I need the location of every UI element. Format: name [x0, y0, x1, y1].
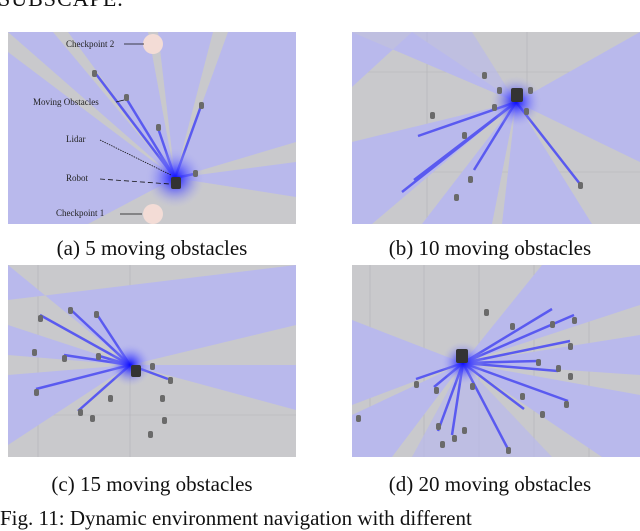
robot-icon	[171, 177, 181, 189]
panel-c-simulation-image	[8, 265, 296, 457]
checkpoint-1-marker	[143, 204, 163, 224]
label-checkpoint-1: Checkpoint 1	[56, 208, 104, 218]
label-lidar: Lidar	[66, 134, 86, 144]
preceding-body-text: SUBSCAPE.	[0, 0, 124, 12]
label-robot: Robot	[66, 173, 89, 183]
checkpoint-2-marker	[143, 34, 163, 54]
moving-obstacles	[92, 70, 204, 177]
subcaption-a: (a) 5 moving obstacles	[56, 236, 248, 260]
figure-caption: Fig. 11: Dynamic environment navigation …	[0, 506, 472, 530]
label-checkpoint-2: Checkpoint 2	[66, 39, 114, 49]
panel-d-simulation-image	[352, 265, 640, 457]
panel-a-simulation-image: Checkpoint 2 Moving Obstacles Lidar Robo…	[8, 32, 296, 224]
panel-b-simulation-image	[352, 32, 640, 224]
subcaption-d: (d) 20 moving obstacles	[388, 472, 592, 496]
subcaption-c: (c) 15 moving obstacles	[51, 472, 253, 496]
label-moving-obstacles: Moving Obstacles	[33, 97, 99, 107]
subcaption-b: (b) 10 moving obstacles	[388, 236, 592, 260]
